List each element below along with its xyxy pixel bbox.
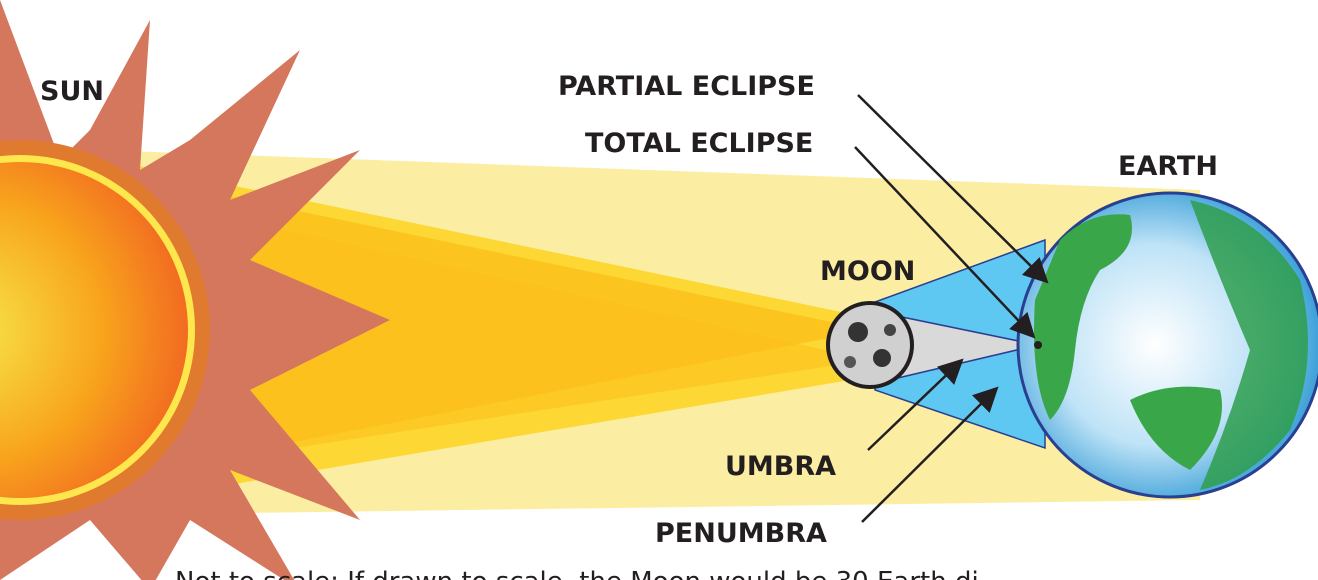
partial-eclipse-label: PARTIAL ECLIPSE	[558, 71, 815, 102]
moon-label: MOON	[820, 256, 915, 287]
eclipse-diagram: SUN PARTIAL ECLIPSE TOTAL ECLIPSE EARTH …	[0, 0, 1318, 580]
penumbra-label: PENUMBRA	[655, 518, 827, 549]
earth-label: EARTH	[1118, 151, 1218, 182]
total-eclipse-label: TOTAL ECLIPSE	[585, 128, 813, 159]
caption: Not to scale: If drawn to scale, the Moo…	[175, 567, 979, 580]
sun-label: SUN	[40, 76, 104, 107]
umbra-label: UMBRA	[725, 451, 836, 482]
earth	[1018, 193, 1318, 497]
moon	[828, 303, 912, 387]
